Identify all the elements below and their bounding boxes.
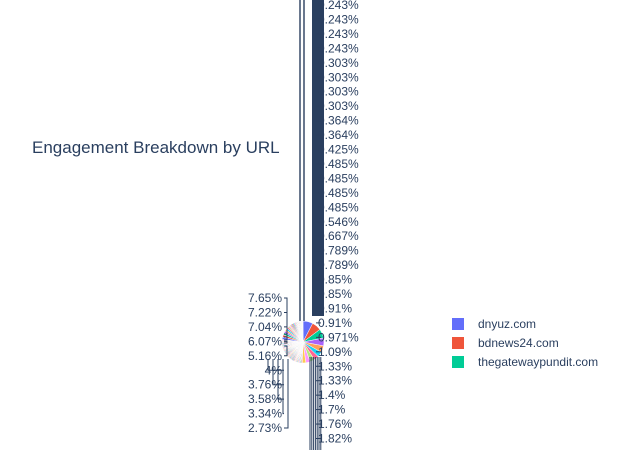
slice-label: 2.73% [248, 421, 282, 435]
leader-line [284, 311, 288, 338]
slice-label: 4% [265, 363, 283, 377]
slice-label: 3.58% [248, 392, 282, 406]
pie-slices [281, 320, 325, 364]
slice-label: 0.91% [318, 316, 352, 330]
slice-label: 0.364% [318, 128, 359, 142]
slice-label: 7.04% [248, 320, 282, 334]
slice-label: 0.425% [318, 143, 359, 157]
slice-label: 0.789% [318, 258, 359, 272]
slice-label: 0.485% [318, 200, 359, 214]
slice-label: 0.85% [318, 273, 352, 287]
slice-label: 0.485% [318, 171, 359, 185]
slice-label: 0.303% [318, 99, 359, 113]
slice-label: 3.76% [248, 378, 282, 392]
leader-line [284, 359, 289, 429]
legend-swatch-dnyuz [452, 317, 464, 330]
slice-label: 0.485% [318, 157, 359, 171]
slice-label: 1.33% [318, 374, 352, 388]
legend-item-bdnews24[interactable]: bdnews24.com [452, 333, 598, 352]
legend-item-dnyuz[interactable]: dnyuz.com [452, 314, 598, 333]
slice-label: 1.7% [318, 403, 346, 417]
leader-line [267, 359, 284, 371]
slice-label: 0.546% [318, 215, 359, 229]
leader-line-bundle [312, 0, 324, 316]
slice-label: 0.303% [318, 70, 359, 84]
slice-label: 1.33% [318, 359, 352, 373]
slice-label: 0.971% [318, 330, 359, 344]
leader-line [284, 326, 288, 341]
chart-title: Engagement Breakdown by URL [32, 138, 280, 157]
leader-line [282, 359, 284, 415]
legend-label-bdnews24: bdnews24.com [478, 335, 559, 350]
leader-lines [267, 0, 324, 450]
leader-line [272, 359, 284, 386]
slice-label: 0.303% [318, 85, 359, 99]
slice-label: 0.243% [318, 41, 359, 55]
slice-label: 3.34% [248, 407, 282, 421]
leader-line [284, 345, 288, 357]
legend-item-thegatewaypundit[interactable]: thegatewaypundit.com [452, 352, 598, 371]
leader-line [284, 340, 288, 344]
slice-label: 0.243% [318, 27, 359, 41]
slice-label: 0.789% [318, 244, 359, 258]
slice-label: 1.4% [318, 388, 346, 402]
slice-label: 0.85% [318, 287, 352, 301]
slice-label: 0.243% [318, 0, 359, 12]
slice-label: 0.243% [318, 12, 359, 26]
slice-label: 1.82% [318, 432, 352, 446]
legend: dnyuz.com bdnews24.com thegatewaypundit.… [452, 314, 598, 371]
slice-label: 5.16% [248, 349, 282, 363]
slice-label: 7.22% [248, 305, 282, 319]
slice-label: 6.07% [248, 334, 282, 348]
slice-label: 7.65% [248, 291, 282, 305]
slice-label: 0.303% [318, 56, 359, 70]
leader-line [277, 359, 284, 400]
slice-label: 0.364% [318, 114, 359, 128]
slice-labels: 0.243%0.243%0.243%0.243%0.303%0.303%0.30… [248, 0, 359, 446]
slice-label: 1.76% [318, 417, 352, 431]
legend-swatch-thegatewaypundit [452, 355, 464, 368]
slice-label: 0.485% [318, 186, 359, 200]
legend-label-thegatewaypundit: thegatewaypundit.com [478, 354, 599, 369]
slice-label: 1.09% [318, 345, 352, 359]
slice-label: 0.667% [318, 229, 359, 243]
legend-swatch-bdnews24 [452, 336, 464, 349]
legend-label-dnyuz: dnyuz.com [478, 316, 537, 331]
slice-label: 0.91% [318, 301, 352, 315]
